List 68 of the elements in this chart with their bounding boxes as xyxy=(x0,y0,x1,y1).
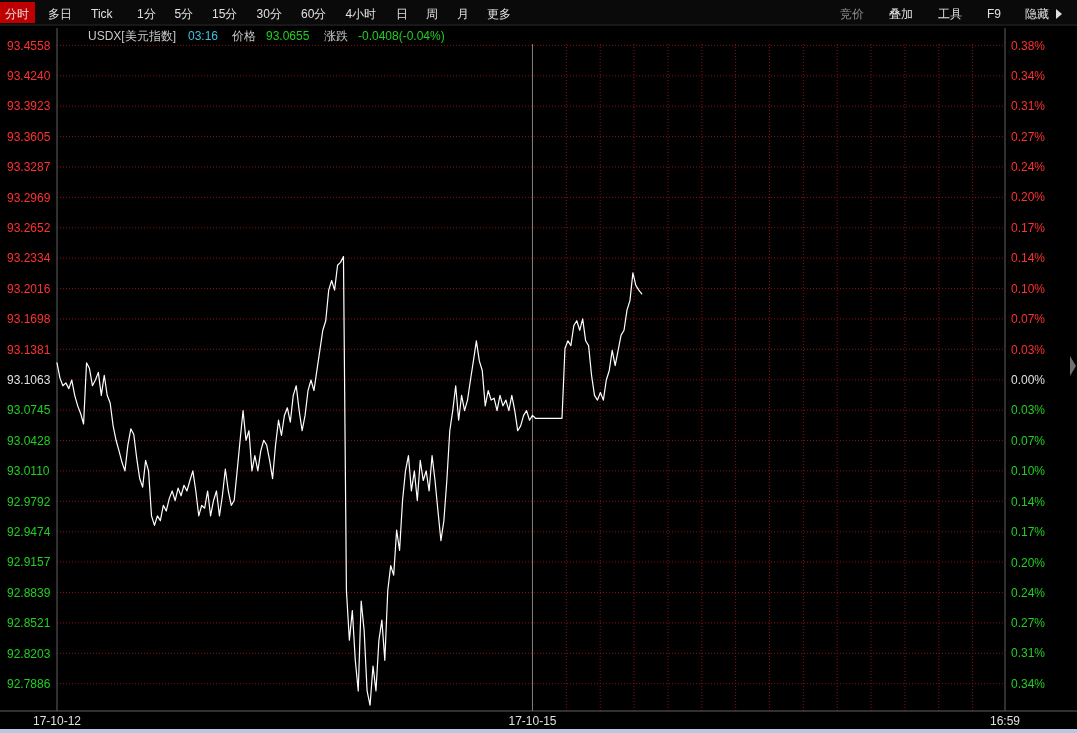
y-tick-label: 93.2652 xyxy=(7,220,51,235)
text: 更多 xyxy=(487,7,511,21)
y-tick-label: 93.3287 xyxy=(7,160,51,175)
text: 分时 xyxy=(5,7,29,21)
y2-tick-label: 0.03% xyxy=(1011,403,1046,418)
line-series xyxy=(56,256,643,706)
text: 日 xyxy=(395,7,408,21)
x-tick-label: 17-10-15 xyxy=(508,714,557,728)
y2-tick-label: 0.14% xyxy=(1011,494,1046,509)
y-tick-label: 92.8521 xyxy=(7,616,51,631)
y2-tick-label: 0.17% xyxy=(1011,525,1046,540)
y2-tick-label: 0.31% xyxy=(1011,646,1046,661)
y2-tick-label: 0.10% xyxy=(1011,463,1046,478)
y2-tick-label: 0.07% xyxy=(1011,433,1046,448)
y-tick-label: 92.7886 xyxy=(7,676,51,691)
y2-tick-label: 0.31% xyxy=(1011,99,1046,114)
y2-tick-label: 0.38% xyxy=(1011,38,1046,53)
text: 15分 xyxy=(212,7,238,21)
y-tick-label: 93.1698 xyxy=(7,312,51,327)
chart-title: USDX[美元指数] xyxy=(88,29,177,43)
y-tick-label: 93.0428 xyxy=(7,433,51,448)
text: 60分 xyxy=(301,7,327,21)
text: 隐藏 xyxy=(1025,7,1049,21)
y-tick-label: 93.0110 xyxy=(7,464,50,479)
text: F9 xyxy=(987,7,1002,21)
text: 5分 xyxy=(174,7,194,21)
y2-tick-label: 0.10% xyxy=(1011,282,1046,297)
text: 月 xyxy=(456,7,469,21)
y-tick-label: 92.9157 xyxy=(7,555,51,570)
text: 30分 xyxy=(256,7,282,21)
y-tick-label: 93.1381 xyxy=(7,342,51,357)
y-tick-label: 93.0745 xyxy=(7,403,51,418)
y2-tick-label: 0.20% xyxy=(1011,555,1046,570)
text: 工具 xyxy=(938,7,962,21)
y2-tick-label: 0.14% xyxy=(1011,250,1046,265)
y-tick-label: 93.4240 xyxy=(7,69,51,84)
y-tick-label: 93.3605 xyxy=(7,129,51,144)
y-tick-label: 92.8203 xyxy=(7,646,51,661)
y-tick-label: 93.2016 xyxy=(7,281,51,296)
text: 叠加 xyxy=(889,7,913,21)
y2-tick-label: 0.34% xyxy=(1011,676,1046,691)
y2-tick-label: 0.00% xyxy=(1011,372,1046,387)
text: 周 xyxy=(426,7,438,21)
y2-tick-label: 0.07% xyxy=(1011,312,1046,327)
y-tick-label: 92.9792 xyxy=(7,494,51,509)
text: 竞价 xyxy=(840,7,864,21)
y2-tick-label: 0.27% xyxy=(1011,129,1046,144)
y-tick-label: 93.1063 xyxy=(7,372,51,387)
y-tick-label: 93.2969 xyxy=(7,190,51,205)
y2-tick-label: 0.17% xyxy=(1011,220,1046,235)
text: 1分 xyxy=(137,7,156,21)
y2-tick-label: 0.34% xyxy=(1011,69,1046,84)
text: 多日 xyxy=(48,7,72,21)
y-tick-label: 93.2334 xyxy=(7,251,51,266)
text: Tick xyxy=(91,7,114,21)
text: 03:16 价格 93.0655 涨跌 -0.0408(-0.04%) xyxy=(188,29,445,43)
y-tick-label: 92.8839 xyxy=(7,585,51,600)
y-tick-label: 92.9474 xyxy=(7,524,51,539)
y2-tick-label: 0.20% xyxy=(1011,190,1046,205)
y2-tick-label: 0.03% xyxy=(1011,342,1046,357)
x-tick-label: 16:59 xyxy=(989,714,1021,728)
y-tick-label: 93.3923 xyxy=(7,99,51,114)
y2-tick-label: 0.24% xyxy=(1011,585,1046,600)
x-tick-label: 17-10-12 xyxy=(32,714,82,728)
y2-tick-label: 0.27% xyxy=(1011,616,1046,631)
text: 4小时 xyxy=(345,7,377,21)
y2-tick-label: 0.24% xyxy=(1011,160,1046,175)
y-tick-label: 93.4558 xyxy=(7,38,51,53)
